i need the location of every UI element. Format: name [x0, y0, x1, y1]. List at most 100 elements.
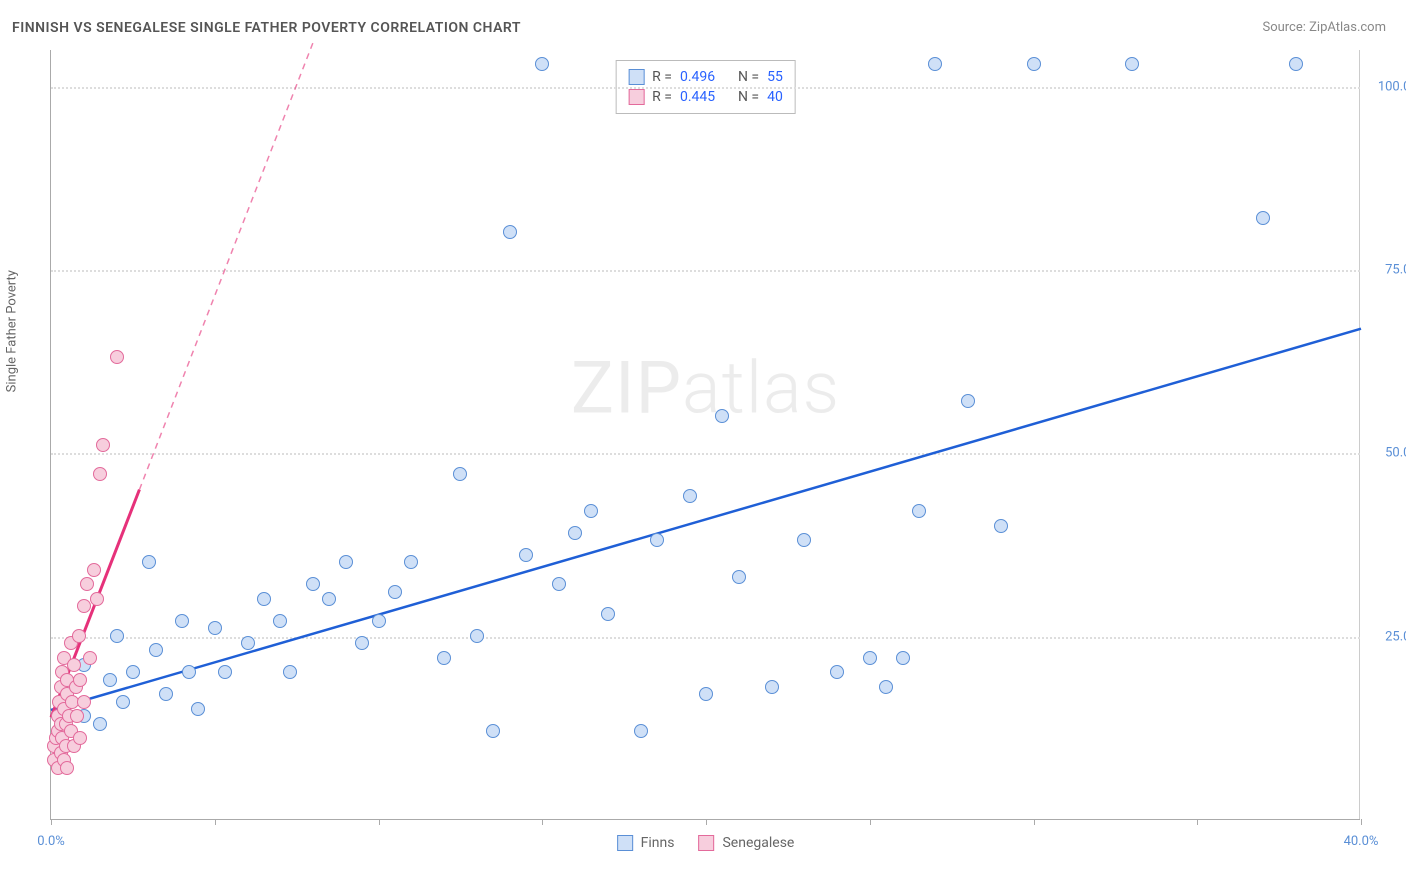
scatter-point [72, 629, 86, 643]
scatter-point [928, 57, 942, 71]
scatter-point [339, 555, 353, 569]
scatter-point [896, 651, 910, 665]
legend-bottom-item: Finns [617, 835, 675, 851]
scatter-point [73, 673, 87, 687]
legend-r-label: R = [652, 69, 672, 85]
scatter-point [241, 636, 255, 650]
gridline [51, 453, 1360, 455]
legend-r-value: 0.445 [680, 89, 730, 105]
x-tick-label: 40.0% [1344, 834, 1379, 849]
plot-area: ZIPatlas R =0.496N =55R =0.445N =40 Finn… [50, 50, 1360, 820]
scatter-point [77, 599, 91, 613]
scatter-point [273, 614, 287, 628]
scatter-point [961, 394, 975, 408]
scatter-point [77, 695, 91, 709]
scatter-point [830, 665, 844, 679]
x-tick [1034, 819, 1035, 825]
scatter-point [1289, 57, 1303, 71]
scatter-point [182, 665, 196, 679]
legend-swatch [698, 835, 714, 851]
scatter-point [60, 761, 74, 775]
x-tick [706, 819, 707, 825]
scatter-point [503, 225, 517, 239]
scatter-point [191, 702, 205, 716]
y-tick-label: 100.0% [1378, 79, 1406, 94]
x-tick [1197, 819, 1198, 825]
scatter-point [110, 629, 124, 643]
scatter-point [70, 709, 84, 723]
scatter-point [218, 665, 232, 679]
scatter-point [257, 592, 271, 606]
scatter-point [601, 607, 615, 621]
scatter-point [715, 409, 729, 423]
x-tick-label: 0.0% [37, 834, 65, 849]
scatter-point [650, 533, 664, 547]
scatter-point [80, 577, 94, 591]
scatter-point [159, 687, 173, 701]
y-tick-label: 25.0% [1385, 629, 1406, 644]
scatter-point [388, 585, 402, 599]
legend-bottom: Finns Senegalese [617, 835, 795, 851]
scatter-point [90, 592, 104, 606]
scatter-point [175, 614, 189, 628]
scatter-point [322, 592, 336, 606]
chart-title: FINNISH VS SENEGALESE SINGLE FATHER POVE… [12, 20, 521, 36]
legend-n-value: 40 [767, 89, 783, 105]
x-tick [542, 819, 543, 825]
legend-swatch [617, 835, 633, 851]
scatter-point [96, 438, 110, 452]
scatter-point [568, 526, 582, 540]
legend-r-value: 0.496 [680, 69, 730, 85]
scatter-point [93, 467, 107, 481]
x-tick [51, 819, 52, 825]
scatter-point [116, 695, 130, 709]
scatter-point [437, 651, 451, 665]
scatter-point [372, 614, 386, 628]
scatter-point [404, 555, 418, 569]
scatter-point [994, 519, 1008, 533]
scatter-point [699, 687, 713, 701]
scatter-point [683, 489, 697, 503]
scatter-point [765, 680, 779, 694]
legend-r-label: R = [652, 89, 672, 105]
y-tick-label: 50.0% [1385, 446, 1406, 461]
legend-series-name: Senegalese [722, 835, 794, 851]
right-border [1359, 50, 1360, 819]
legend-top-row: R =0.445N =40 [628, 87, 783, 107]
scatter-point [879, 680, 893, 694]
watermark: ZIPatlas [571, 346, 840, 431]
gridline [51, 270, 1360, 272]
x-tick [1361, 819, 1362, 825]
scatter-point [486, 724, 500, 738]
scatter-point [355, 636, 369, 650]
scatter-point [1256, 211, 1270, 225]
legend-bottom-item: Senegalese [698, 835, 794, 851]
scatter-point [149, 643, 163, 657]
scatter-point [103, 673, 117, 687]
scatter-point [67, 658, 81, 672]
scatter-point [1027, 57, 1041, 71]
legend-n-label: N = [738, 69, 759, 85]
scatter-point [110, 350, 124, 364]
scatter-point [87, 563, 101, 577]
scatter-point [552, 577, 566, 591]
trend-lines [51, 50, 1361, 820]
legend-swatch [628, 69, 644, 85]
x-tick [870, 819, 871, 825]
scatter-point [142, 555, 156, 569]
scatter-point [732, 570, 746, 584]
scatter-point [453, 467, 467, 481]
scatter-point [797, 533, 811, 547]
legend-top-row: R = 0.496 N = 55 [628, 67, 783, 87]
legend-n-value: 55 [767, 69, 783, 85]
scatter-point [208, 621, 222, 635]
legend-swatch [628, 89, 644, 105]
scatter-point [126, 665, 140, 679]
scatter-point [519, 548, 533, 562]
scatter-point [73, 731, 87, 745]
scatter-point [863, 651, 877, 665]
scatter-point [283, 665, 297, 679]
scatter-point [634, 724, 648, 738]
scatter-point [584, 504, 598, 518]
scatter-point [535, 57, 549, 71]
